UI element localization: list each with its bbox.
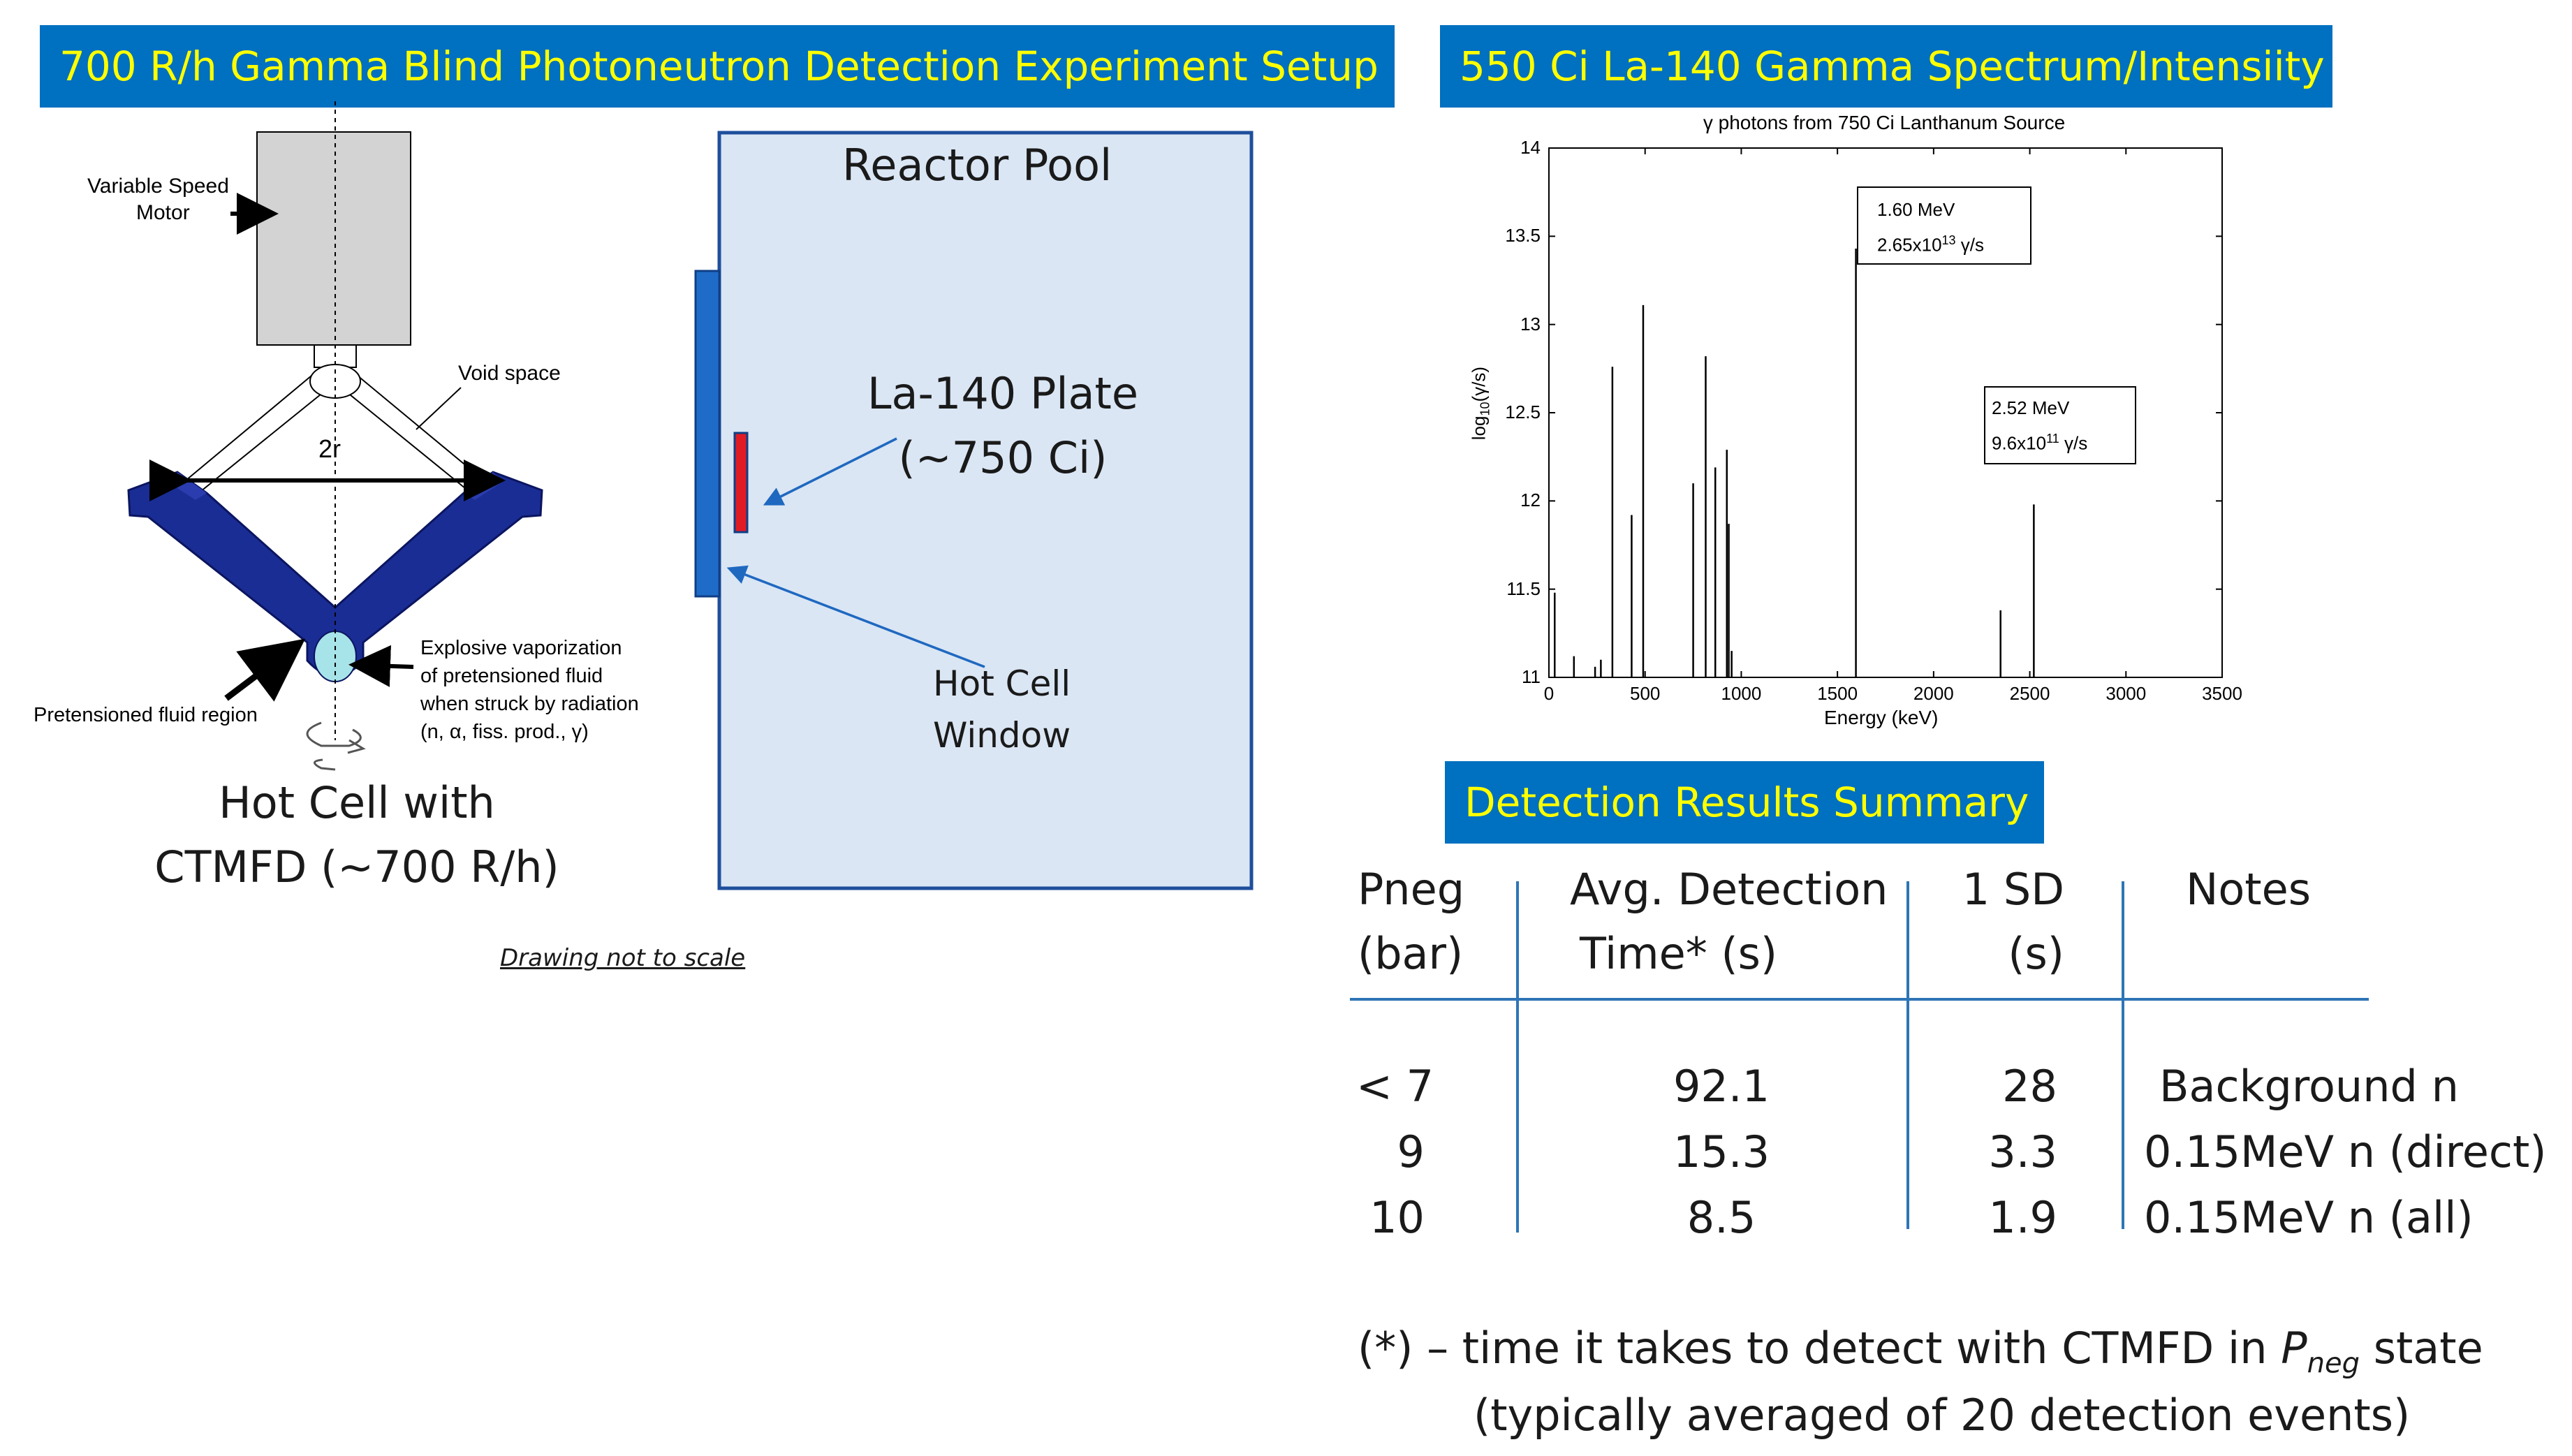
void-leader [416, 387, 462, 430]
row-pneg: < 7 [1356, 1061, 1434, 1112]
x-tick-label: 500 [1630, 683, 1661, 704]
spectrum-plot [1548, 147, 2223, 678]
two-r-label: 2r [318, 434, 341, 463]
motor-box [256, 131, 411, 346]
row-sd: 28 [2002, 1061, 2057, 1112]
plate-line2: (~750 Ci) [898, 432, 1108, 483]
col-avg-header: Avg. Detection Time* (s) [1570, 858, 1888, 986]
row-notes: Background n [2159, 1061, 2459, 1112]
scale-note: Drawing not to scale [500, 944, 746, 972]
col-pneg-header: Pneg (bar) [1358, 858, 1464, 986]
rotation-arrow-icon [306, 721, 362, 747]
y-tick-label: 11.5 [1506, 578, 1541, 599]
annotation-box-2 [1984, 386, 2136, 464]
annotation-1: 1.60 MeV 2.65x1013 γ/s [1877, 194, 1984, 260]
motor-label: Variable Speed Motor [87, 173, 229, 226]
x-tick-label: 3000 [2106, 683, 2147, 704]
motor-label-line1: Variable Speed [87, 175, 229, 198]
y-tick-label: 12 [1520, 490, 1541, 511]
annotation-2-energy: 2.52 MeV [1992, 397, 2070, 418]
annotation-box-1 [1857, 186, 2031, 265]
footnote-line1: (*) – time it takes to detect with CTMFD… [1358, 1323, 2483, 1380]
col-sd-line2: (s) [2008, 928, 2064, 979]
plate-label: La-140 Plate (~750 Ci) [863, 362, 1142, 490]
hot-cell-line2: CTMFD (~700 R/h) [154, 841, 559, 892]
window-line2: Window [933, 715, 1071, 756]
x-tick-label: 1000 [1721, 683, 1762, 704]
explosive-line4: (n, α, fiss. prod., γ) [420, 721, 589, 743]
spectrum-banner: 550 Ci La-140 Gamma Spectrum/Intensiity [1440, 25, 2332, 108]
y-tick-label: 14 [1520, 137, 1541, 158]
col-avg-line1: Avg. Detection [1570, 864, 1888, 915]
motor-label-line2: Motor [136, 201, 190, 224]
row-avg: 15.3 [1673, 1126, 1770, 1177]
window-arrow [726, 565, 985, 668]
hot-cell-title: Hot Cell with CTMFD (~700 R/h) [144, 771, 570, 899]
plate-arrow [763, 437, 897, 506]
plot-xlabel: Energy (keV) [1824, 707, 1939, 728]
x-tick-label: 2000 [1913, 683, 1954, 704]
y-tick-label: 13 [1520, 313, 1541, 334]
col-pneg-line2: (bar) [1358, 928, 1464, 979]
annotation-2: 2.52 MeV 9.6x1011 γ/s [1992, 392, 2087, 459]
footnote-line2: (typically averaged of 20 detection even… [1474, 1390, 2411, 1441]
row-pneg: 9 [1397, 1126, 1425, 1177]
y-tick-label: 13.5 [1505, 225, 1541, 247]
row-notes: 0.15MeV n (direct) [2144, 1126, 2547, 1177]
row-sd: 3.3 [1988, 1126, 2057, 1177]
x-tick-label: 0 [1543, 683, 1555, 704]
y-tick-label: 12.5 [1505, 402, 1541, 422]
window-line1: Hot Cell [933, 663, 1071, 704]
hot-cell-line1: Hot Cell with [219, 777, 495, 828]
explosive-label: Explosive vaporization of pretensioned f… [420, 634, 639, 746]
pretensioned-label: Pretensioned fluid region [34, 704, 258, 726]
setup-banner: 700 R/h Gamma Blind Photoneutron Detecti… [40, 25, 1395, 108]
x-tick-label: 1500 [1817, 683, 1858, 704]
col-sd-line1: 1 SD [1962, 864, 2064, 915]
row-avg: 8.5 [1687, 1192, 1756, 1243]
la140-plate [733, 432, 749, 534]
window-label: Hot Cell Window [933, 658, 1071, 761]
explosive-line1: Explosive vaporization [420, 637, 622, 659]
hot-cell-window-bar [694, 270, 721, 598]
y-tick-label: 11 [1522, 666, 1541, 687]
plot-title: γ photons from 750 Ci Lanthanum Source [1703, 112, 2066, 133]
annotation-1-energy: 1.60 MeV [1877, 199, 1955, 220]
explosive-line2: of pretensioned fluid [420, 665, 603, 687]
x-tick-label: 3500 [2202, 683, 2242, 704]
plate-line1: La-140 Plate [867, 368, 1138, 419]
col-sd-header: 1 SD (s) [1960, 858, 2064, 986]
col-pneg-line1: Pneg [1358, 864, 1465, 915]
row-avg: 92.1 [1673, 1061, 1770, 1112]
reactor-pool [717, 131, 1254, 890]
annotation-1-intensity: 2.65x1013 γ/s [1877, 233, 1985, 256]
col-notes-header: Notes [2186, 864, 2312, 915]
row-pneg: 10 [1369, 1192, 1425, 1243]
annotation-2-intensity: 9.6x1011 γ/s [1992, 432, 2088, 454]
results-banner: Detection Results Summary [1445, 761, 2044, 844]
row-notes: 0.15MeV n (all) [2144, 1192, 2474, 1243]
pool-title: Reactor Pool [842, 140, 1112, 191]
explosive-arrow [348, 645, 414, 687]
explosive-line3: when struck by radiation [420, 693, 639, 715]
x-tick-label: 2500 [2009, 683, 2050, 704]
col-avg-line2: Time* (s) [1580, 928, 1778, 979]
pretensioned-arrow [224, 638, 306, 702]
row-sd: 1.9 [1988, 1192, 2057, 1243]
void-space-label: Void space [458, 362, 561, 385]
